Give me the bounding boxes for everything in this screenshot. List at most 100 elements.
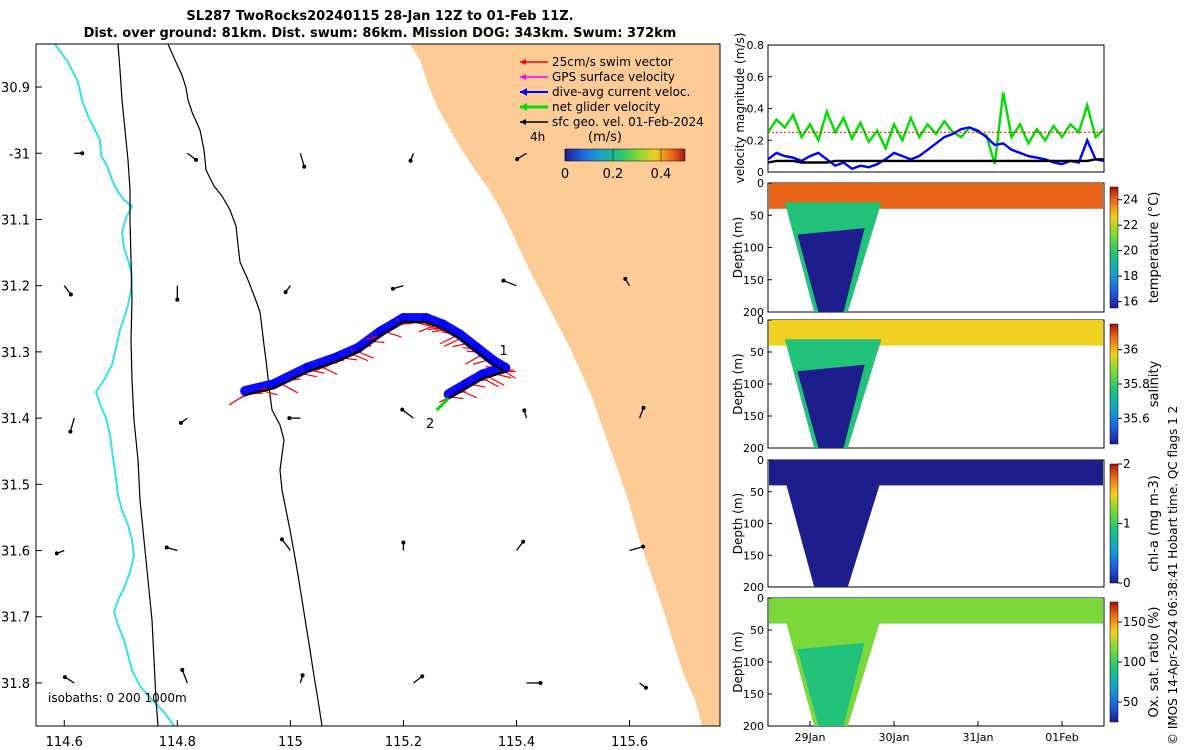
legend-item-gps-velocity: GPS surface velocity	[520, 70, 675, 84]
legend-label-current: dive-avg current veloc.	[552, 85, 690, 99]
geo-velocity-arrowhead	[302, 164, 307, 169]
map-y-tick-label: 31.8	[1, 677, 30, 692]
salinity-y-tick-label: 0	[757, 314, 764, 327]
oxygen-y-tick-label: 0	[757, 592, 764, 605]
temperature-y-tick-label: 50	[750, 209, 764, 222]
geo-velocity-arrowhead	[180, 667, 185, 672]
geo-velocity-arrowhead	[194, 157, 199, 162]
chlorophyll-y-tick-label: 50	[750, 486, 764, 499]
chlorophyll-colorbar-label: chl-a (mg m-3)	[1147, 475, 1162, 572]
velocity-panel: 0 0.2 0.4 0.6 0.8 velocity magnitude (m/s)	[733, 33, 1105, 183]
temperature-deep-layer	[797, 228, 865, 312]
time-tick-label: 31Jan	[963, 731, 994, 744]
oxygen-y-tick-label: 50	[750, 624, 764, 637]
map-x-tick-label: 115.2	[385, 735, 422, 750]
isobath-1000m	[117, 44, 159, 726]
colorbar-tick-label: 0.4	[651, 167, 672, 182]
section-chlorophyll: 0 50 100 150 200 Depth (m) 0 1 2 chl-a (mg m-3)	[731, 454, 1162, 594]
land-area	[410, 44, 720, 726]
geo-velocity-arrowhead	[390, 286, 395, 291]
oxygen-colorbar-label: Ox. sat. ratio (%)	[1147, 607, 1162, 718]
geo-velocity-arrowhead	[178, 420, 183, 425]
chlorophyll-y-tick-label: 0	[757, 454, 764, 467]
velocity-y-tick-label: 0.4	[747, 103, 765, 116]
swim-vector	[357, 351, 374, 359]
geo-velocity-arrowhead	[279, 537, 284, 542]
legend-label-gps-velocity: GPS surface velocity	[552, 70, 675, 84]
swim-vector	[262, 390, 278, 396]
salinity-ylabel: Depth (m)	[731, 353, 745, 414]
chlorophyll-deep-layer	[797, 504, 865, 587]
legend-label-swim-vector: 25cm/s swim vector	[552, 55, 673, 69]
geo-velocity-arrowhead	[538, 680, 543, 685]
geo-velocity-arrowhead	[522, 408, 527, 413]
salinity-y-tick-label: 150	[743, 410, 764, 423]
temperature-y-tick-label: 0	[757, 177, 764, 190]
title-line-2: Dist. over ground: 81km. Dist. swum: 86k…	[83, 26, 677, 41]
section-temperature: 0 50 100 150 200 Depth (m) 16 18 20 22 24 temperatu…	[731, 177, 1162, 319]
map-x-axis: 114.6 114.8 115 115.2 115.4 115.6	[46, 720, 648, 750]
temperature-colorbar-tick-label: 24	[1123, 193, 1138, 207]
geo-velocity-arrowhead	[62, 675, 67, 680]
swim-vector	[472, 359, 488, 365]
time-tick-label: 30Jan	[879, 731, 910, 744]
side-note: © IMOS 14-Apr-2024 06:38:41 Hobart time.…	[1166, 405, 1180, 745]
salinity-y-tick-label: 50	[750, 346, 764, 359]
geo-velocity-arrowhead	[643, 685, 648, 690]
legend-label-net-velocity: net glider velocity	[552, 100, 660, 114]
legend-item-geo-velocity: sfc geo. vel. 01-Feb-2024	[520, 115, 704, 129]
velocity-y-tick-label: 0.2	[747, 134, 765, 147]
geo-velocity-arrowhead	[641, 544, 646, 549]
map-y-tick-label: 31.7	[1, 611, 30, 626]
legend-label-geo-velocity: sfc geo. vel. 01-Feb-2024	[552, 115, 704, 129]
map-y-tick-label: 31.5	[1, 478, 30, 493]
glider-track: 12	[228, 313, 516, 432]
map-panel: 12 114.6 114.8 115 115.2 115.4 115.6 30.9-313…	[1, 43, 721, 750]
salinity-deep-layer	[797, 364, 865, 448]
track-line	[244, 321, 508, 400]
geo-velocity-arrows	[54, 150, 648, 690]
geo-velocity-arrow	[629, 546, 644, 552]
geo-velocity-arrowhead	[400, 407, 405, 412]
temperature-colorbar-tick-label: 18	[1123, 269, 1138, 283]
map-y-tick-label: 31.6	[1, 545, 30, 560]
salinity-y-tick-label: 200	[743, 442, 764, 455]
swim-vector	[464, 354, 482, 365]
map-y-tick-label: 30.9	[1, 81, 30, 96]
geo-velocity-arrow	[69, 417, 75, 432]
map-y-tick-label: 31.1	[1, 213, 30, 228]
waypoint-label: 2	[426, 417, 434, 432]
section-salinity: 0 50 100 150 200 Depth (m) 35.6 35.8 36 salinity	[731, 314, 1162, 455]
swim-vector	[386, 331, 402, 338]
geo-velocity-arrowhead	[641, 405, 646, 410]
swim-vector	[443, 338, 461, 347]
temperature-y-tick-label: 150	[743, 274, 764, 287]
chlorophyll-colorbar-tick-label: 0	[1123, 576, 1131, 590]
colorbar-tick-label: 0	[561, 167, 569, 182]
velocity-y-tick-label: 0.6	[747, 71, 765, 84]
temperature-colorbar-tick-label: 20	[1123, 244, 1138, 258]
oxygen-ylabel: Depth (m)	[731, 631, 745, 692]
map-x-tick-label: 114.8	[159, 735, 196, 750]
swim-vector	[418, 324, 435, 333]
figure-title: SL287 TwoRocks20240115 28-Jan 12Z to 01-…	[0, 8, 760, 42]
geo-velocity-arrowhead	[68, 292, 73, 297]
oxygen-colorbar-tick-label: 100	[1123, 655, 1146, 669]
current-vector	[443, 379, 471, 400]
salinity-colorbar-tick-label: 35.6	[1123, 411, 1150, 425]
salinity-colorbar	[1109, 323, 1119, 445]
geo-velocity-arrow	[281, 538, 291, 551]
oxygen-colorbar-tick-label: 50	[1123, 695, 1138, 709]
velocity-y-tick-label: 0	[757, 166, 764, 179]
map-y-axis: 30.9 -31 31.1 31.2 31.3 31.4 31.5 31.6 31.7 31.8	[1, 81, 42, 692]
geo-velocity-arrowhead	[164, 545, 169, 550]
colorbar-title: (m/s)	[588, 130, 622, 145]
map-x-tick-label: 115	[278, 735, 303, 750]
geo-velocity-arrow	[401, 409, 414, 419]
speed-colorbar	[564, 148, 686, 162]
chlorophyll-colorbar-tick-label: 2	[1123, 457, 1131, 471]
geo-velocity-arrowhead	[515, 157, 520, 162]
legend-item-current: dive-avg current veloc.	[520, 85, 690, 99]
geo-velocity-arrowhead	[408, 158, 413, 163]
